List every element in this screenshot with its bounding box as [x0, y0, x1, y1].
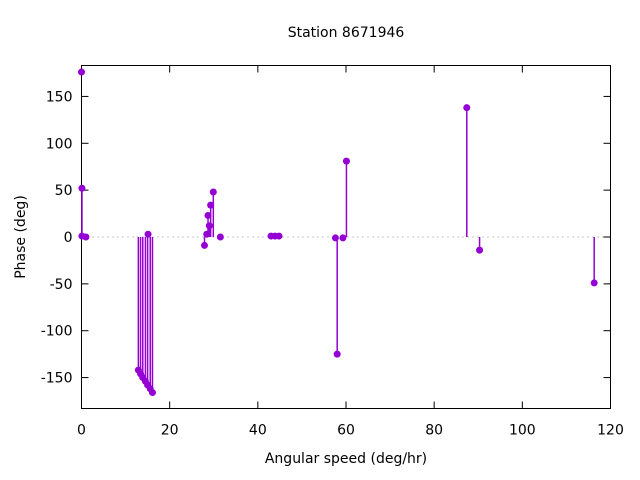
data-point [204, 211, 212, 219]
data-point [275, 232, 283, 240]
y-tick-label: 50 [55, 183, 73, 199]
y-tick-label: 150 [46, 89, 73, 105]
data-point [331, 234, 339, 242]
y-tick-label: 100 [46, 136, 73, 152]
data-point [82, 233, 90, 241]
y-tick-label: 0 [64, 230, 73, 246]
data-point [205, 222, 213, 230]
x-tick-label: 120 [597, 423, 624, 439]
data-point [216, 233, 224, 241]
data-point [203, 230, 211, 238]
data-point [339, 234, 347, 242]
data-point [333, 350, 341, 358]
y-tick-label: -150 [41, 371, 73, 387]
chart-title: Station 8671946 [287, 25, 405, 41]
data-point [148, 389, 156, 397]
x-tick-label: 0 [77, 423, 86, 439]
data-point [78, 68, 85, 76]
data-point [144, 230, 152, 238]
data-point [342, 157, 350, 165]
x-tick-label: 100 [509, 423, 536, 439]
x-axis-label: Angular speed (deg/hr) [264, 451, 428, 467]
x-tick-label: 40 [249, 423, 267, 439]
x-tick-label: 60 [337, 423, 355, 439]
y-tick-label: -50 [50, 277, 73, 293]
data-point [476, 246, 484, 254]
y-tick-label: -100 [41, 324, 73, 340]
data-point [200, 241, 208, 249]
data-point [207, 201, 215, 209]
x-tick-label: 80 [425, 423, 443, 439]
data-point [590, 279, 598, 287]
data-point [78, 184, 86, 192]
data-point [209, 188, 217, 196]
x-tick-label: 20 [161, 423, 179, 439]
data-point [463, 104, 471, 112]
